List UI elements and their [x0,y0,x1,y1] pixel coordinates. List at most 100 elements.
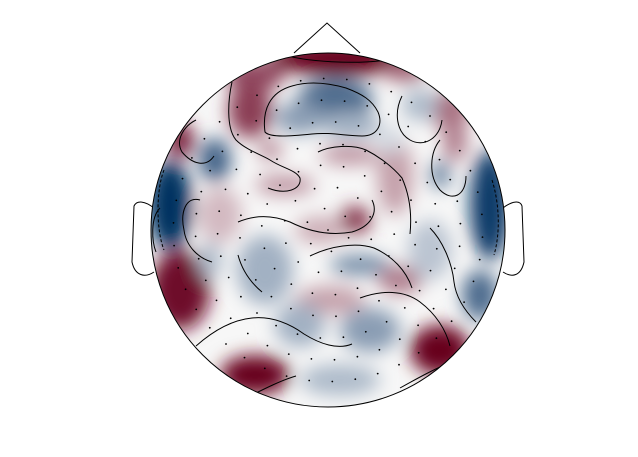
sensor-156 [463,301,465,303]
sensor-45 [240,214,242,217]
sensor-88 [385,320,388,323]
sensor-68 [216,232,219,235]
contour-line-3 [263,82,381,137]
sensor-113 [449,178,452,181]
sensor-143 [345,78,348,81]
sensor-123 [356,355,359,358]
sensor-90 [342,336,345,339]
sensor-14 [294,199,297,202]
sensor-52 [364,150,366,153]
sensor-117 [453,267,456,270]
sensor-96 [197,257,200,260]
sensor-39 [312,314,314,317]
sensor-154 [478,258,481,261]
sensor-72 [250,151,253,154]
sensor-27 [266,203,269,205]
sensor-51 [342,143,344,146]
sensor-125 [310,358,313,360]
sensor-106 [320,99,323,102]
sensor-37 [375,273,377,276]
sensor-77 [357,125,360,127]
sensor-93 [229,317,232,320]
sensor-87 [403,307,406,309]
sensor-65 [240,295,242,298]
negative-region-9 [320,111,380,139]
sensor-146 [410,101,413,104]
sensor-107 [343,100,346,102]
sensor-164 [308,379,311,382]
sensor-135 [191,157,193,159]
sensor-32 [363,175,366,177]
sensor-92 [246,332,249,335]
contour-line-11 [195,317,353,347]
sensor-56 [415,221,417,224]
sensor-1 [327,229,329,231]
sensor-103 [255,119,258,122]
sensor-150 [469,169,472,172]
sensor-63 [275,324,277,327]
sensor-152 [481,213,483,216]
sensor-5 [306,221,309,224]
sensor-29 [297,170,300,173]
positive-region-26 [198,187,242,243]
sensor-64 [256,312,258,314]
sensor-48 [276,158,278,161]
sensor-129 [184,288,187,291]
contour-line-2 [228,81,301,192]
sensor-2 [347,236,350,239]
negative-region-8 [275,102,325,134]
positive-region-19 [377,135,413,215]
head-outline [150,52,506,408]
sensor-11 [297,261,300,263]
sensor-61 [357,310,360,313]
sensor-35 [393,233,396,236]
sensor-153 [481,236,484,239]
sensor-140 [277,85,280,88]
sensor-8 [359,258,362,261]
sensor-26 [260,225,263,227]
sensor-110 [407,125,410,128]
contour-line-6 [182,198,213,263]
sensor-79 [398,146,400,148]
sensor-165 [285,375,288,377]
sensor-86 [418,289,421,292]
negative-region-36 [376,126,404,154]
sensor-15 [313,187,316,190]
contour-line-10 [237,254,263,293]
sensor-94 [215,299,218,302]
sensor-148 [445,131,448,134]
sensor-112 [438,158,441,161]
sensor-42 [254,279,257,281]
sensor-33 [380,190,383,193]
sensor-12 [285,242,287,245]
negative-region-14 [402,89,438,121]
nose-outline [293,22,361,54]
sensor-102 [237,133,239,136]
left-ear-outline [131,201,155,276]
positive-region-17 [255,175,315,195]
negative-region-34 [408,220,452,280]
sensor-59 [395,284,397,287]
sensor-119 [432,307,435,310]
sensor-122 [378,348,381,351]
sensor-144 [368,83,371,85]
sensor-116 [458,245,461,248]
sensor-130 [177,267,180,269]
sensor-91 [319,337,322,339]
sensor-100 [209,169,212,172]
sensor-58 [407,265,410,268]
sensor-134 [181,177,184,180]
sensor-6 [323,207,326,210]
sensor-161 [376,372,379,375]
sensor-160 [398,363,400,366]
right-ear-outline [502,201,525,276]
sensor-109 [387,113,390,116]
sensor-71 [235,168,238,171]
positive-region-1 [270,53,410,76]
sensor-25 [263,247,266,250]
negative-region-30 [340,308,400,352]
sensor-22 [311,292,314,295]
sensor-89 [364,330,367,333]
sensor-60 [378,299,380,302]
contour-line-12 [359,291,451,347]
